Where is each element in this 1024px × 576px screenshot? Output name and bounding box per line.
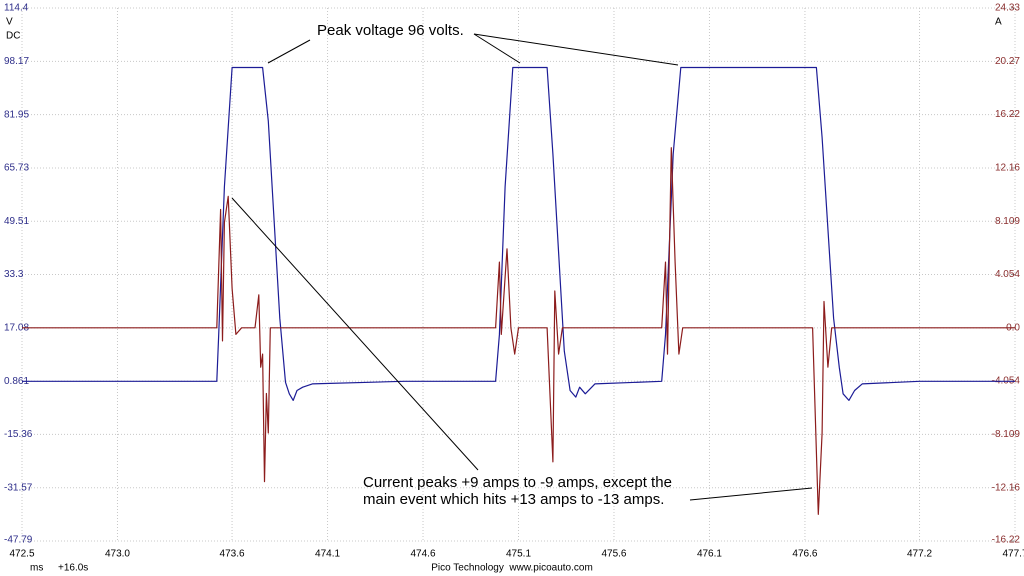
annotation: main event which hits +13 amps to -13 am… (363, 491, 664, 508)
y2-tick-label: -8.109 (992, 429, 1021, 440)
y-unit-sub-label: DC (6, 31, 20, 42)
trace (22, 147, 1015, 515)
leader-line (473, 33, 679, 66)
x-tick-label: 472.5 (9, 549, 34, 560)
y2-tick-label: 20.27 (995, 56, 1020, 67)
x-tick-label: 477.2 (907, 549, 932, 560)
y2-tick-label: 24.33 (995, 3, 1020, 14)
x-tick-label: 476.1 (697, 549, 722, 560)
y-tick-label: 17.08 (4, 322, 29, 333)
annotation: Peak voltage 96 volts. (317, 22, 464, 39)
x-tick-label: 476.6 (792, 549, 817, 560)
y2-tick-label: 4.054 (995, 269, 1020, 280)
y-tick-label: -47.79 (4, 535, 33, 546)
y2-tick-label: 8.109 (995, 216, 1020, 227)
y-unit-label: V (6, 17, 13, 28)
y2-tick-label: -12.16 (992, 482, 1021, 493)
y-tick-label: -15.36 (4, 429, 33, 440)
y-tick-label: 98.17 (4, 56, 29, 67)
y2-tick-label: 12.16 (995, 163, 1020, 174)
leader-line (689, 487, 813, 501)
x-tick-label: 475.6 (601, 549, 626, 560)
x-offset-label: +16.0s (58, 563, 88, 574)
annotations: Peak voltage 96 volts. Current peaks +9 a… (231, 22, 813, 508)
x-tick-label: 474.6 (411, 549, 436, 560)
leader-line (231, 197, 479, 471)
x-tick-label: 474.1 (315, 549, 340, 560)
y2-tick-label: 16.22 (995, 109, 1020, 120)
leader-line (267, 39, 311, 64)
leader-line (473, 33, 521, 64)
x-tick-label: 477.7 (1002, 549, 1024, 560)
y-tick-label: 49.51 (4, 216, 29, 227)
x-tick-label: 475.1 (506, 549, 531, 560)
y2-tick-label: -16.22 (992, 535, 1021, 546)
x-unit-label: ms (30, 563, 43, 574)
trace (22, 66, 1015, 401)
grid (21, 7, 1016, 542)
y-tick-label: 114.4 (4, 3, 29, 14)
y-tick-label: 65.73 (4, 163, 29, 174)
y-tick-label: 0.861 (4, 376, 29, 387)
annotation: Current peaks +9 amps to -9 amps, except… (363, 474, 672, 491)
y-tick-label: 81.95 (4, 109, 29, 120)
y2-unit-label: A (995, 17, 1002, 28)
y-tick-label: -31.57 (4, 482, 33, 493)
x-tick-label: 473.0 (105, 549, 130, 560)
footer: Pico Technology www.picoauto.com (431, 563, 593, 574)
y-tick-label: 33.3 (4, 269, 24, 280)
x-tick-label: 473.6 (220, 549, 245, 560)
